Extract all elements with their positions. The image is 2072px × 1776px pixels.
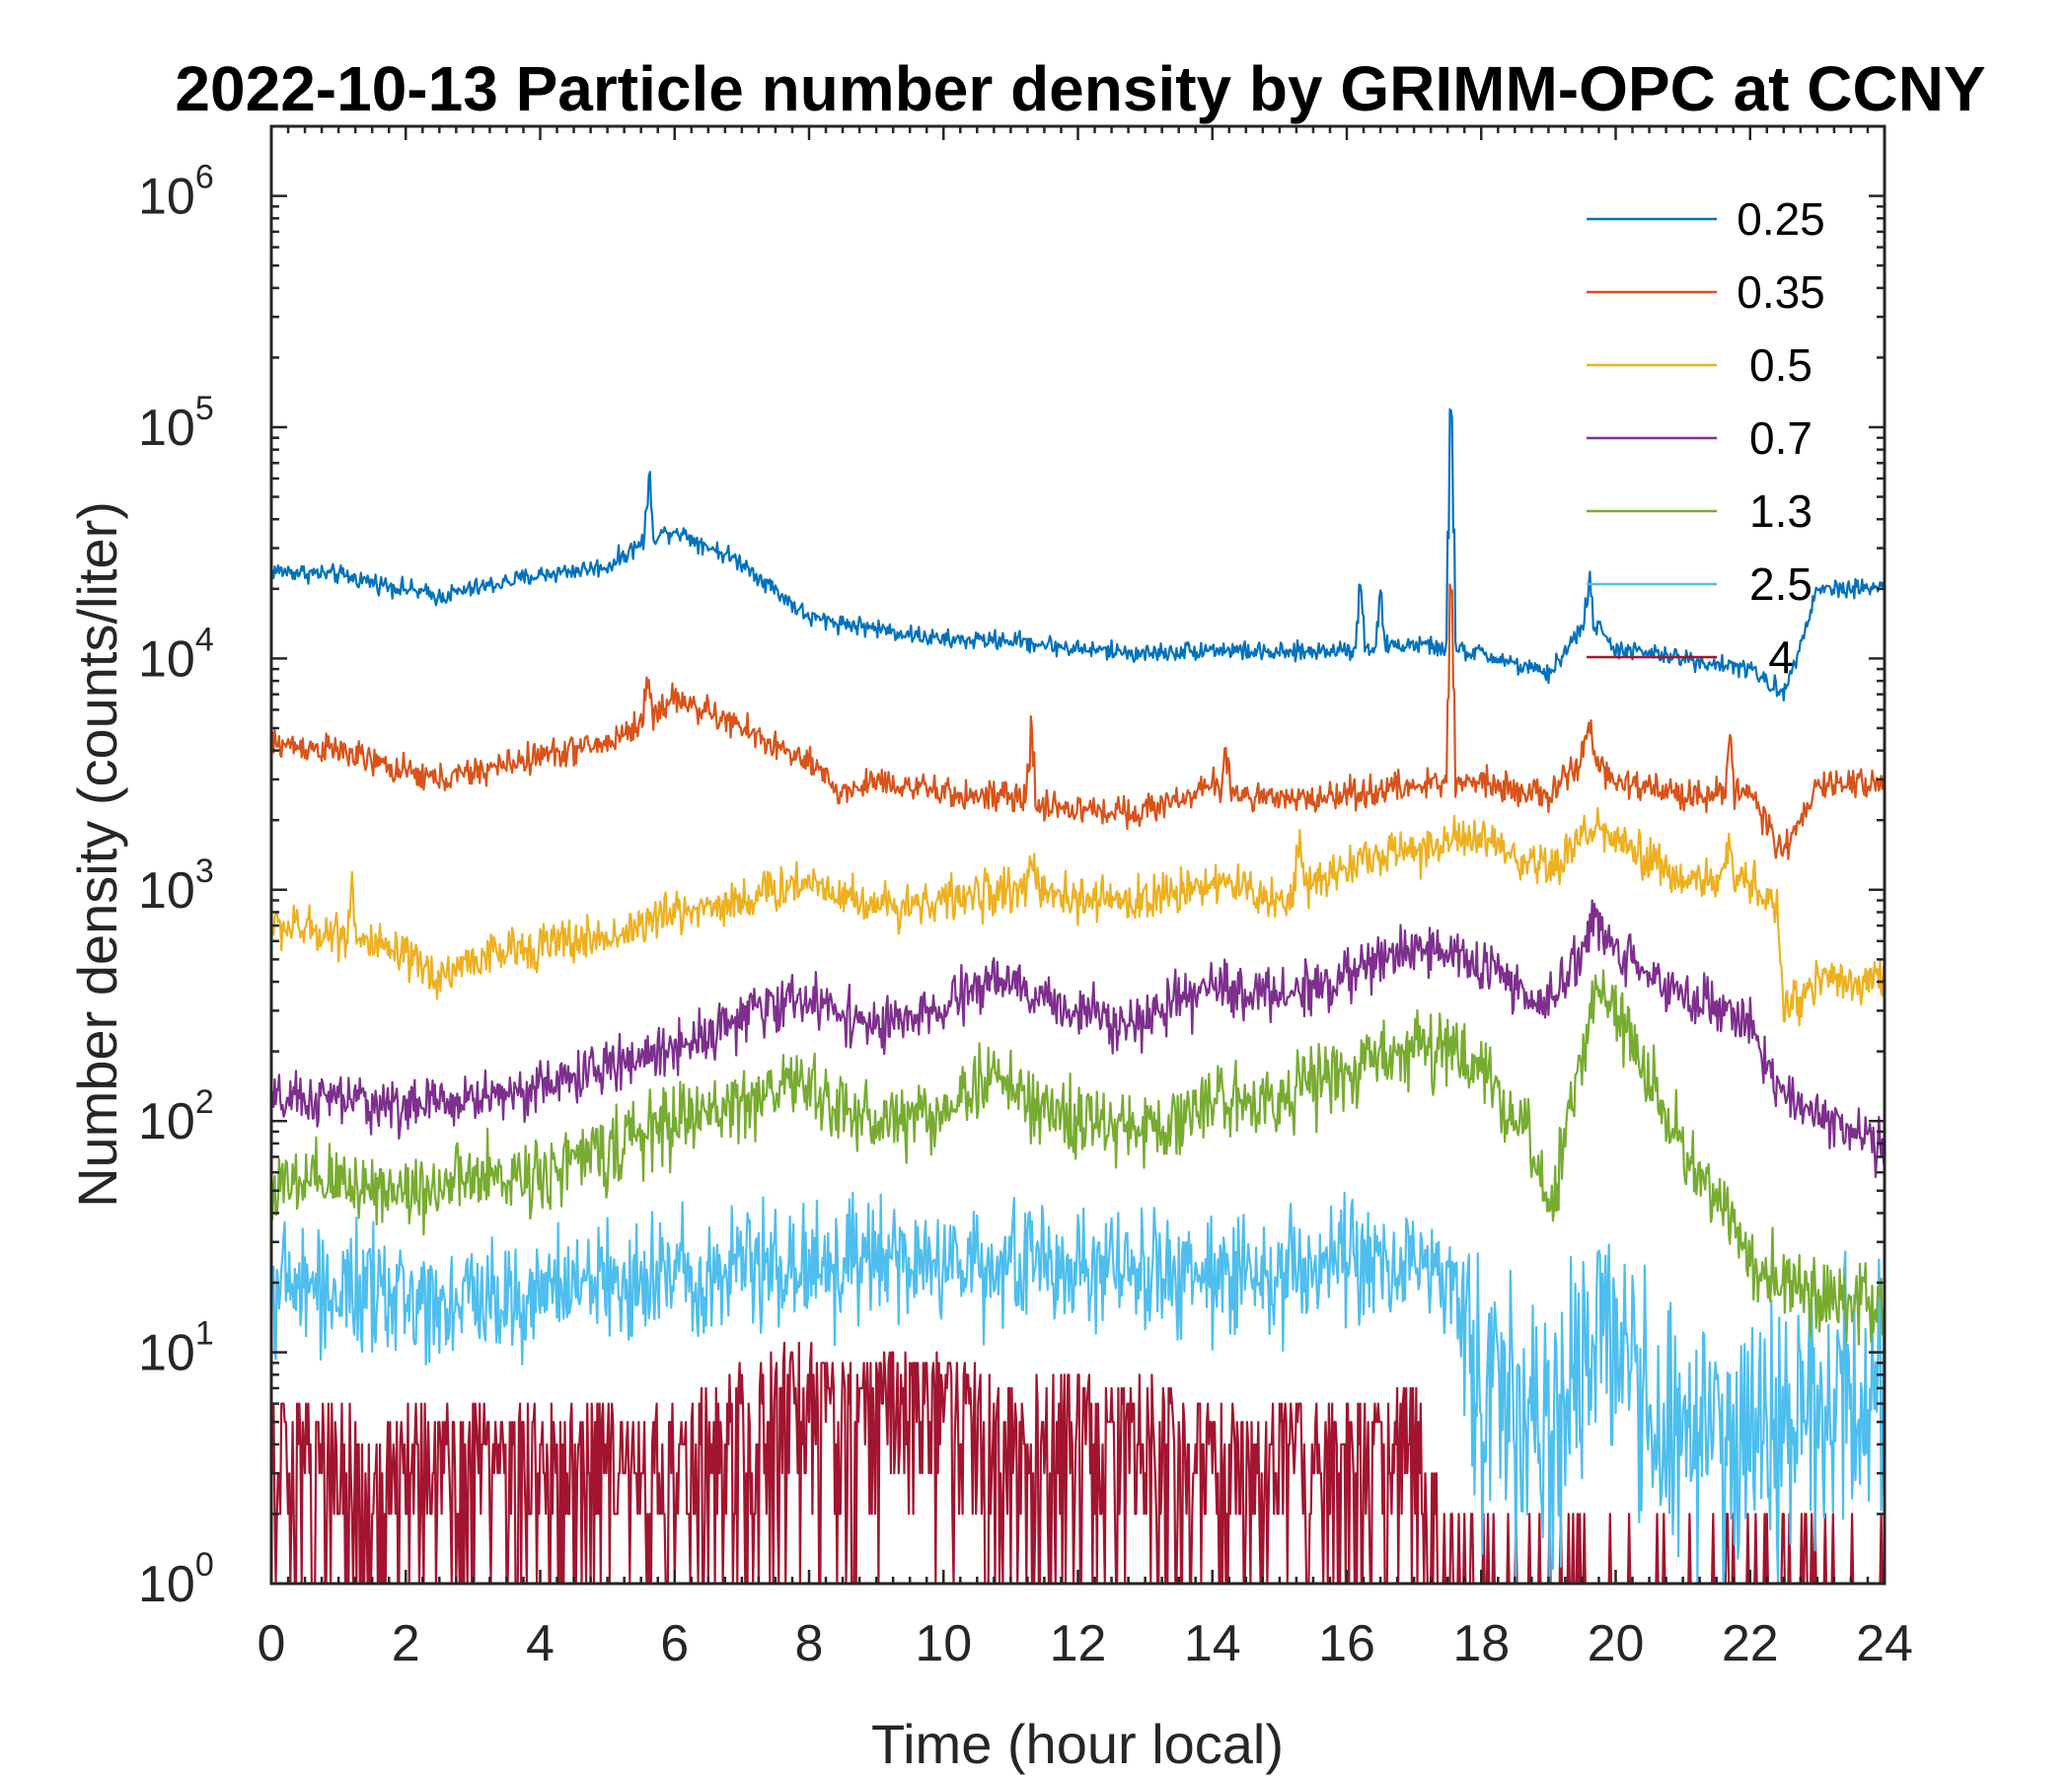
series-line-2.5	[269, 1191, 1887, 1586]
y-tick-label: 104	[138, 621, 214, 688]
x-tick-label: 14	[1184, 1615, 1241, 1672]
y-tick-base: 10	[138, 630, 195, 688]
y-tick-base: 10	[138, 400, 195, 457]
y-tick-label: 106	[138, 159, 214, 226]
y-axis-label: Number density (counts/liter)	[66, 501, 128, 1208]
y-tick-exponent: 1	[195, 1315, 214, 1353]
y-tick-base: 10	[138, 1093, 195, 1150]
x-tick-label: 12	[1050, 1615, 1107, 1672]
x-tick-label: 6	[660, 1615, 689, 1672]
series-line-1.3	[269, 969, 1887, 1346]
y-tick-label: 100	[138, 1546, 214, 1613]
x-tick-label: 2	[392, 1615, 420, 1672]
y-tick-exponent: 5	[195, 390, 214, 427]
y-tick-label: 101	[138, 1315, 214, 1382]
legend-label: 1.3	[1749, 485, 1813, 537]
x-tick-label: 4	[526, 1615, 555, 1672]
series-line-0.7	[269, 899, 1887, 1178]
y-tick-base: 10	[138, 862, 195, 920]
chart-title: 2022-10-13 Particle number density by GR…	[175, 53, 1985, 124]
x-tick-label: 16	[1318, 1615, 1375, 1672]
legend-label: 0.7	[1749, 412, 1813, 464]
series-line-0.5	[269, 806, 1887, 1027]
legend-label: 2.5	[1749, 558, 1813, 610]
legend-label: 0.5	[1749, 339, 1813, 391]
legend-label: 0.25	[1737, 193, 1825, 245]
x-tick-label: 22	[1722, 1615, 1779, 1672]
x-tick-label: 10	[915, 1615, 972, 1672]
legend: 0.25 0.35 0.5 0.7 1.3 2.5 4	[1587, 193, 1825, 683]
x-tick-label: 18	[1452, 1615, 1510, 1672]
x-tick-label: 20	[1588, 1615, 1645, 1672]
y-tick-base: 10	[138, 169, 195, 226]
y-tick-exponent: 2	[195, 1083, 214, 1121]
y-tick-label: 103	[138, 852, 214, 920]
y-tick-label: 105	[138, 390, 214, 457]
y-tick-base: 10	[138, 1325, 195, 1382]
legend-label: 4	[1768, 631, 1794, 683]
x-axis: 0 2 4 6 8 10 12 14 16 18 20 22 24	[258, 126, 1913, 1672]
plot-frame	[269, 124, 1887, 1586]
y-tick-label: 102	[138, 1083, 214, 1150]
y-tick-exponent: 3	[195, 852, 214, 890]
series-group	[269, 407, 1887, 1586]
y-tick-exponent: 0	[195, 1546, 214, 1584]
legend-label: 0.35	[1737, 266, 1825, 318]
y-tick-exponent: 4	[195, 621, 214, 658]
series-line-0.35	[269, 583, 1887, 860]
x-axis-label: Time (hour local)	[871, 1713, 1284, 1775]
y-tick-exponent: 6	[195, 159, 214, 196]
x-tick-label: 8	[795, 1615, 824, 1672]
y-tick-base: 10	[138, 1556, 195, 1613]
x-tick-label: 24	[1856, 1615, 1913, 1672]
series-line-0.25	[270, 407, 1887, 702]
x-tick-label: 0	[258, 1615, 286, 1672]
